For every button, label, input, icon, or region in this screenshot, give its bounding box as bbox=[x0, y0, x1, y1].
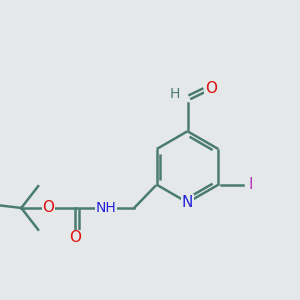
Text: H: H bbox=[169, 87, 180, 101]
Text: O: O bbox=[205, 81, 217, 96]
Text: N: N bbox=[182, 195, 193, 210]
Text: I: I bbox=[248, 177, 253, 192]
Text: O: O bbox=[42, 200, 54, 215]
Text: NH: NH bbox=[96, 201, 117, 215]
Text: O: O bbox=[69, 230, 81, 245]
